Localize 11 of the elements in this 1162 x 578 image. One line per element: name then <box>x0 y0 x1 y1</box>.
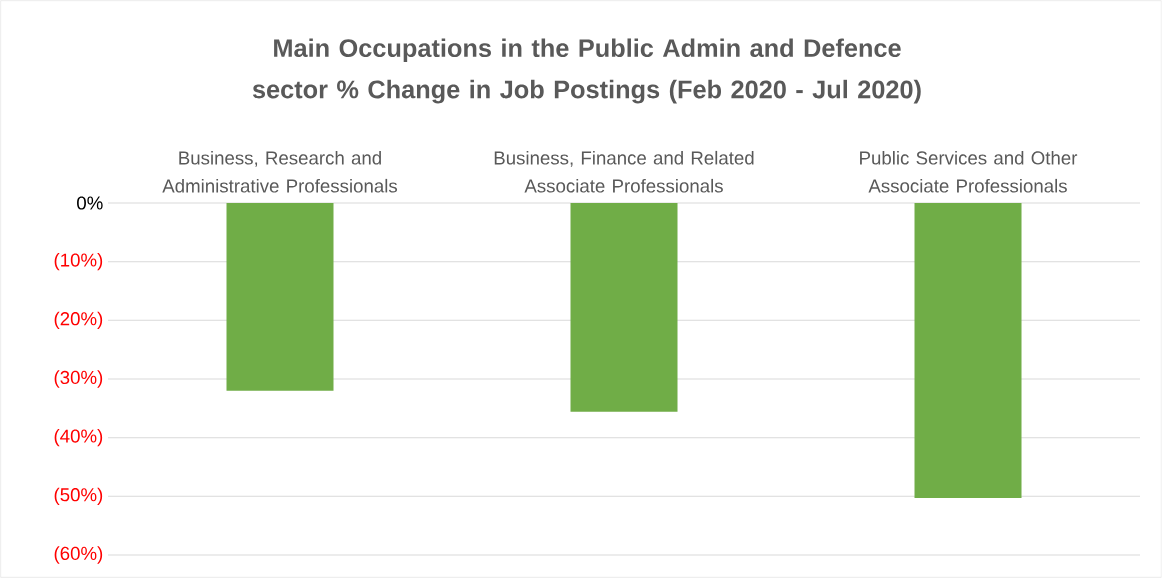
x-tick-label: Public Services and Other Associate Professionals <box>860 150 1078 193</box>
chart-title: Main Occupations in the Public Admin and Defence sector % Change in Job Postings (Feb 2020 - Jul 2020) <box>252 38 921 104</box>
y-tick-label: (60%) <box>54 546 103 564</box>
x-tick-label: Business, Finance and Related Associate Professionals <box>494 150 754 193</box>
y-tick-label: (20%) <box>54 311 103 330</box>
y-tick-label: (10%) <box>54 252 103 271</box>
y-tick-label: (30%) <box>54 370 103 388</box>
y-tick-label: 0% <box>77 196 103 210</box>
y-tick-label: (50%) <box>54 487 103 506</box>
y-tick-label: (40%) <box>54 428 103 447</box>
x-tick-label: Business, Research and Administrative Professionals <box>162 150 398 193</box>
